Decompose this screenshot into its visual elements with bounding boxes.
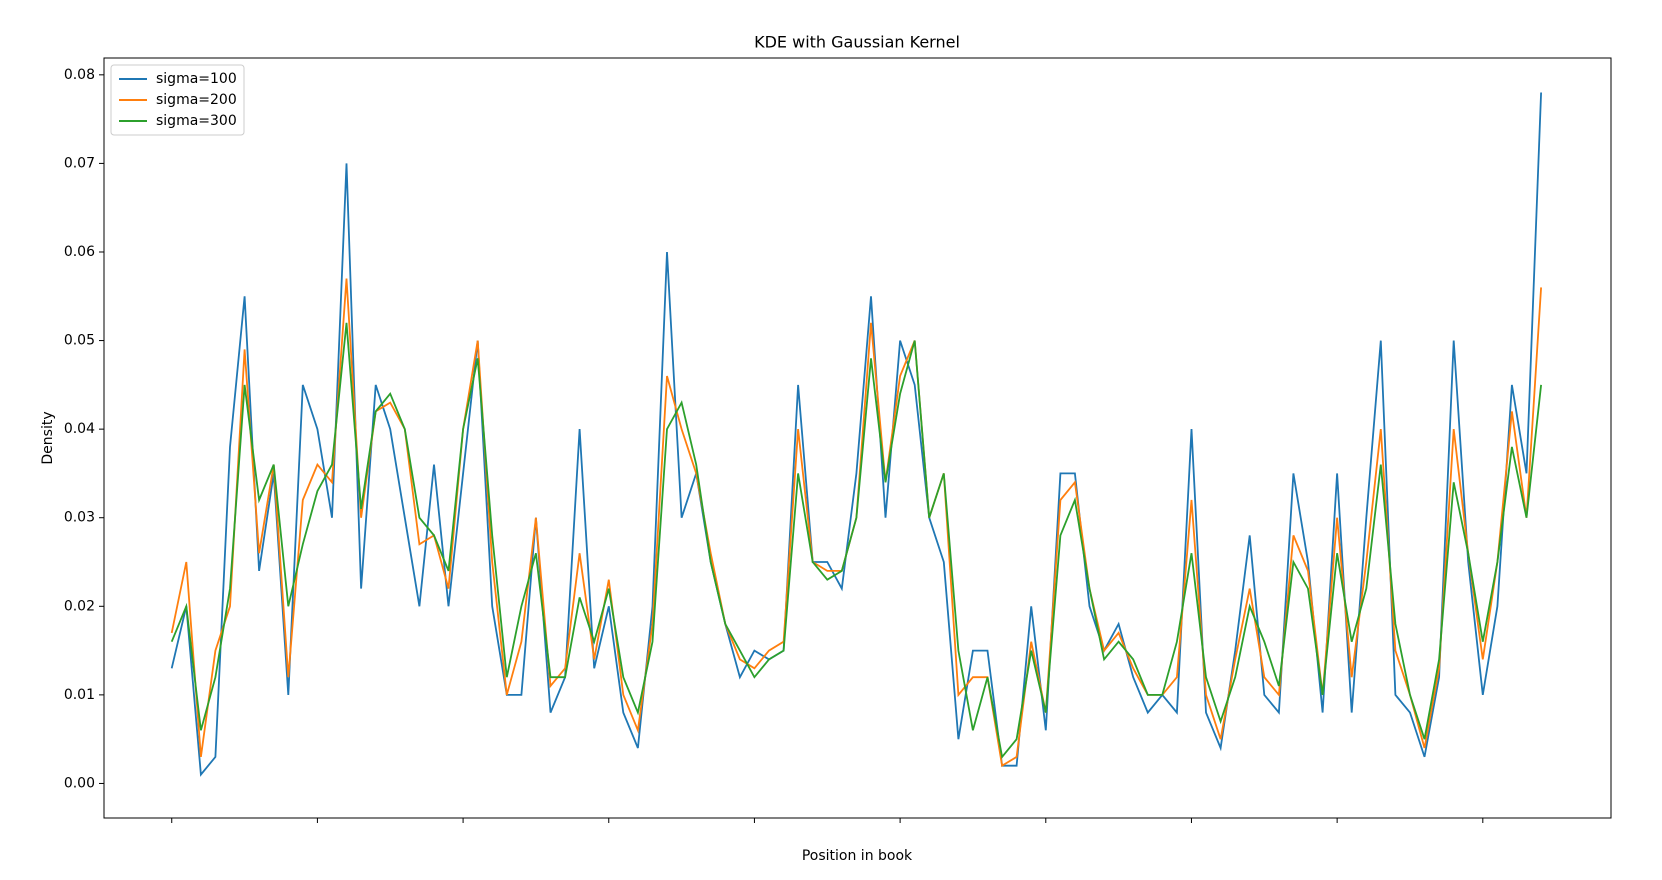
y-tick-label: 0.06 — [64, 244, 95, 260]
y-tick-label: 0.02 — [64, 598, 95, 614]
y-tick-label: 0.00 — [64, 775, 95, 791]
y-tick-label: 0.07 — [64, 155, 95, 171]
y-axis-label: Density — [40, 411, 56, 464]
y-tick-label: 0.04 — [64, 421, 95, 437]
y-tick-label: 0.03 — [64, 510, 95, 526]
plot-frame — [103, 57, 1612, 819]
y-tick-label: 0.05 — [64, 333, 95, 349]
x-axis-label: Position in book — [802, 848, 913, 864]
legend-box — [110, 64, 245, 136]
legend-label: sigma=200 — [156, 92, 237, 108]
chart-title: KDE with Gaussian Kernel — [754, 33, 960, 52]
line-series — [170, 322, 1542, 759]
line-series — [170, 278, 1542, 768]
y-tick-label: 0.01 — [64, 687, 95, 703]
y-tick-label: 0.08 — [64, 67, 95, 83]
legend-label: sigma=300 — [156, 113, 237, 129]
legend-label: sigma=100 — [156, 71, 237, 87]
line-series — [170, 92, 1542, 777]
